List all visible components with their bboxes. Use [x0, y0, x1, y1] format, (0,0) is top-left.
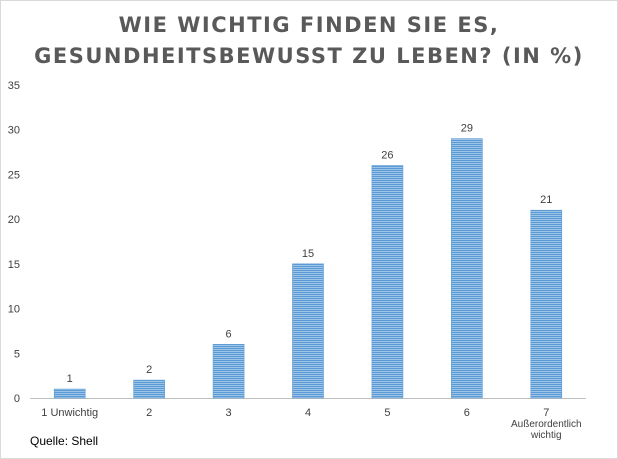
bar-2 [133, 379, 165, 399]
data-label-6: 29 [461, 123, 473, 135]
data-label-5: 26 [381, 149, 393, 161]
x-tick-label: 2 [146, 407, 152, 419]
bar-4 [292, 263, 324, 399]
x-tick-label: 7 [543, 407, 549, 419]
data-label-4: 15 [302, 248, 314, 260]
x-tick-label: 4 [305, 407, 311, 419]
bar-1 [53, 388, 86, 399]
bar-7 [530, 209, 563, 399]
chart-title-line-2: GESUNDHEITSBEWUSST ZU LEBEN? (IN %) [34, 44, 584, 68]
y-tick-label: 30 [8, 125, 20, 137]
bar-3 [212, 344, 245, 399]
x-tick-label: 1 Unwichtig [41, 407, 98, 419]
chart-title: WIE WICHTIG FINDEN SIE ES, GESUNDHEITSBE… [0, 10, 618, 72]
y-tick-label: 5 [14, 348, 20, 360]
x-tick-label: 5 [384, 407, 390, 419]
chart-title-line-1: WIE WICHTIG FINDEN SIE ES, [118, 13, 500, 37]
y-tick-label: 0 [14, 393, 20, 405]
data-label-1: 1 [67, 373, 73, 385]
bar-5 [371, 165, 404, 399]
y-tick-label: 10 [8, 304, 20, 316]
x-tick-label: wichtig [530, 430, 562, 441]
y-tick-label: 15 [8, 259, 20, 271]
source-label: Quelle: Shell [30, 434, 99, 448]
x-tick-label: 3 [226, 407, 232, 419]
data-label-2: 2 [146, 364, 152, 376]
y-tick-label: 20 [8, 214, 20, 226]
bar-6 [451, 138, 483, 399]
x-tick-label: 6 [464, 407, 470, 419]
y-tick-label: 25 [8, 169, 20, 181]
data-label-3: 6 [226, 328, 232, 340]
data-label-7: 21 [540, 194, 552, 206]
x-tick-label: Außerordentlich [511, 419, 582, 430]
y-tick-label: 35 [8, 80, 20, 92]
